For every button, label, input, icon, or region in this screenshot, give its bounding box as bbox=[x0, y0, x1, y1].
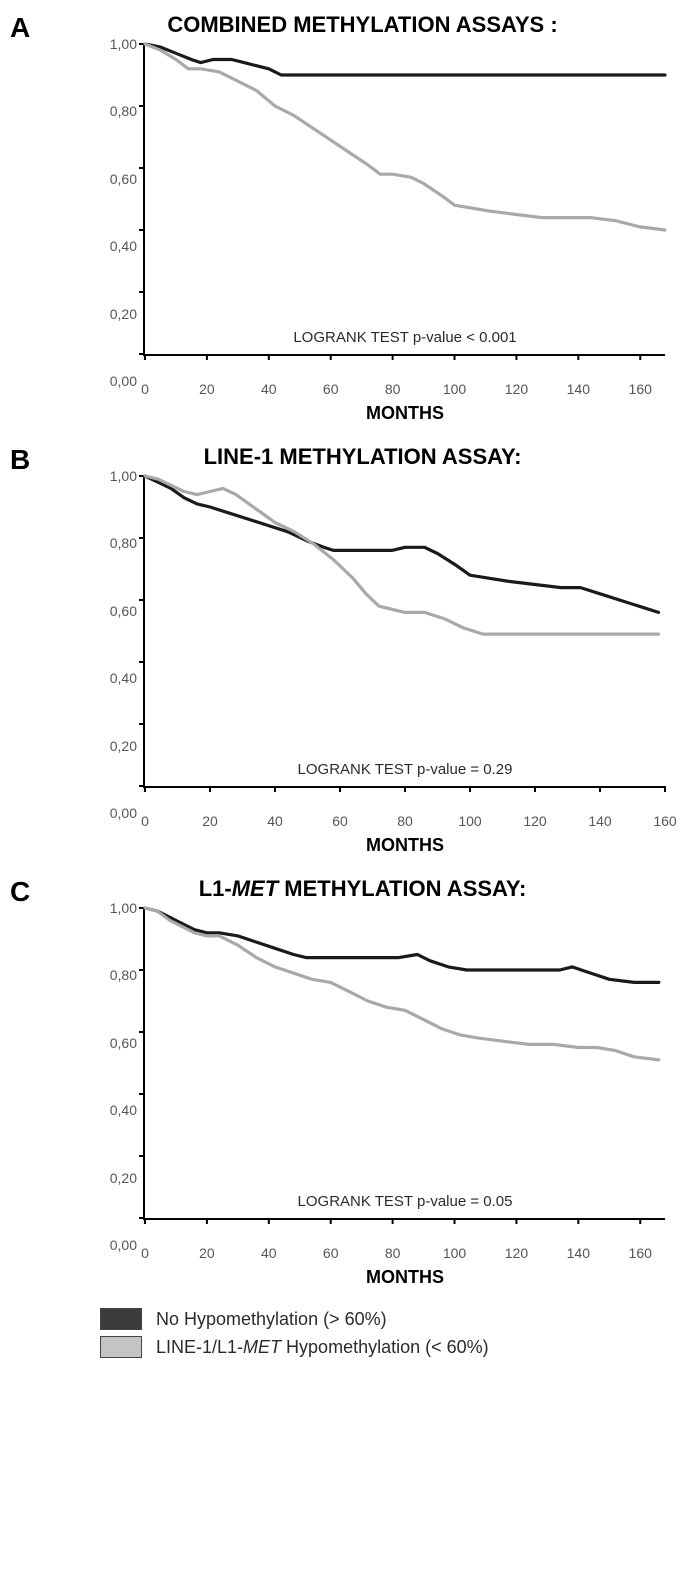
y-tick-label: 0,60 bbox=[110, 171, 137, 187]
y-tick-label: 0,00 bbox=[110, 373, 137, 389]
x-tick-label: 120 bbox=[505, 381, 528, 397]
y-tick-label: 0,20 bbox=[110, 1170, 137, 1186]
legend-entry: LINE-1/L1-MET Hypomethylation (< 60%) bbox=[100, 1336, 675, 1358]
panel-title: L1-MET METHYLATION ASSAY: bbox=[50, 876, 675, 902]
x-axis-label: MONTHS bbox=[145, 403, 665, 424]
x-tick-label: 160 bbox=[629, 1245, 652, 1261]
x-ticks: 020406080100120140160 bbox=[145, 381, 665, 401]
panel-A: ACOMBINED METHYLATION ASSAYS :% PATIENS … bbox=[10, 12, 675, 424]
panels-container: ACOMBINED METHYLATION ASSAYS :% PATIENS … bbox=[10, 12, 675, 1288]
legend: No Hypomethylation (> 60%) LINE-1/L1-MET … bbox=[100, 1308, 675, 1358]
y-tick-label: 1,00 bbox=[110, 36, 137, 52]
x-tick-label: 20 bbox=[202, 813, 218, 829]
x-tick-label: 140 bbox=[567, 381, 590, 397]
y-tick-label: 0,40 bbox=[110, 1102, 137, 1118]
x-tick-label: 160 bbox=[653, 813, 676, 829]
plot-area: LOGRANK TEST p-value = 0.05 bbox=[143, 908, 665, 1220]
x-tick-label: 80 bbox=[397, 813, 413, 829]
chart: % PATIENS FREE FROM CRC1,000,800,600,400… bbox=[105, 908, 665, 1288]
y-tick-label: 1,00 bbox=[110, 900, 137, 916]
y-tick-label: 0,60 bbox=[110, 603, 137, 619]
panel-C: CL1-MET METHYLATION ASSAY:% PATIENS FREE… bbox=[10, 876, 675, 1288]
panel-B: BLINE-1 METHYLATION ASSAY:% PATIENS FREE… bbox=[10, 444, 675, 856]
series-line bbox=[145, 44, 665, 230]
x-tick-label: 140 bbox=[588, 813, 611, 829]
x-tick-label: 60 bbox=[323, 1245, 339, 1261]
y-ticks: 1,000,800,600,400,200,00 bbox=[105, 44, 143, 381]
panel-label: B bbox=[10, 444, 30, 476]
x-axis-label: MONTHS bbox=[145, 1267, 665, 1288]
panel-title: LINE-1 METHYLATION ASSAY: bbox=[50, 444, 675, 470]
y-tick-label: 0,40 bbox=[110, 238, 137, 254]
y-tick-label: 0,40 bbox=[110, 670, 137, 686]
x-axis-label: MONTHS bbox=[145, 835, 665, 856]
x-tick-label: 40 bbox=[261, 381, 277, 397]
legend-label: No Hypomethylation (> 60%) bbox=[156, 1309, 387, 1330]
legend-label: LINE-1/L1-MET Hypomethylation (< 60%) bbox=[156, 1337, 489, 1358]
panel-label: C bbox=[10, 876, 30, 908]
legend-entry: No Hypomethylation (> 60%) bbox=[100, 1308, 675, 1330]
y-ticks: 1,000,800,600,400,200,00 bbox=[105, 908, 143, 1245]
x-ticks: 020406080100120140160 bbox=[145, 813, 665, 833]
plot-area: LOGRANK TEST p-value < 0.001 bbox=[143, 44, 665, 356]
y-tick-label: 0,80 bbox=[110, 103, 137, 119]
x-tick-label: 80 bbox=[385, 1245, 401, 1261]
x-tick-label: 80 bbox=[385, 381, 401, 397]
series-line bbox=[145, 908, 659, 1060]
y-tick-label: 0,20 bbox=[110, 306, 137, 322]
chart: % PATIENS FREE FROM CRC1,000,800,600,400… bbox=[105, 476, 665, 856]
panel-label: A bbox=[10, 12, 30, 44]
y-tick-label: 0,80 bbox=[110, 535, 137, 551]
x-ticks: 020406080100120140160 bbox=[145, 1245, 665, 1265]
series-line bbox=[145, 44, 665, 75]
y-tick-label: 0,20 bbox=[110, 738, 137, 754]
y-tick-label: 0,80 bbox=[110, 967, 137, 983]
plot-area: LOGRANK TEST p-value = 0.29 bbox=[143, 476, 665, 788]
legend-swatch bbox=[100, 1336, 142, 1358]
x-tick-label: 60 bbox=[332, 813, 348, 829]
x-tick-label: 0 bbox=[141, 381, 149, 397]
x-tick-label: 0 bbox=[141, 1245, 149, 1261]
y-tick-label: 0,00 bbox=[110, 1237, 137, 1253]
x-tick-label: 100 bbox=[458, 813, 481, 829]
series-line bbox=[145, 908, 659, 982]
logrank-text: LOGRANK TEST p-value < 0.001 bbox=[293, 329, 516, 346]
chart: % PATIENS FREE FROM CRC1,000,800,600,400… bbox=[105, 44, 665, 424]
x-tick-label: 100 bbox=[443, 1245, 466, 1261]
x-tick-label: 20 bbox=[199, 381, 215, 397]
x-tick-label: 40 bbox=[267, 813, 283, 829]
x-tick-label: 120 bbox=[505, 1245, 528, 1261]
x-tick-label: 0 bbox=[141, 813, 149, 829]
y-tick-label: 0,00 bbox=[110, 805, 137, 821]
logrank-text: LOGRANK TEST p-value = 0.05 bbox=[298, 1193, 513, 1210]
x-tick-label: 140 bbox=[567, 1245, 590, 1261]
panel-title: COMBINED METHYLATION ASSAYS : bbox=[50, 12, 675, 38]
x-tick-label: 160 bbox=[629, 381, 652, 397]
series-line bbox=[145, 476, 659, 634]
y-tick-label: 0,60 bbox=[110, 1035, 137, 1051]
figure-root: ACOMBINED METHYLATION ASSAYS :% PATIENS … bbox=[0, 0, 685, 1384]
x-tick-label: 120 bbox=[523, 813, 546, 829]
x-tick-label: 100 bbox=[443, 381, 466, 397]
legend-swatch bbox=[100, 1308, 142, 1330]
logrank-text: LOGRANK TEST p-value = 0.29 bbox=[298, 761, 513, 778]
x-tick-label: 60 bbox=[323, 381, 339, 397]
x-tick-label: 40 bbox=[261, 1245, 277, 1261]
y-tick-label: 1,00 bbox=[110, 468, 137, 484]
x-tick-label: 20 bbox=[199, 1245, 215, 1261]
y-ticks: 1,000,800,600,400,200,00 bbox=[105, 476, 143, 813]
series-line bbox=[145, 476, 659, 612]
